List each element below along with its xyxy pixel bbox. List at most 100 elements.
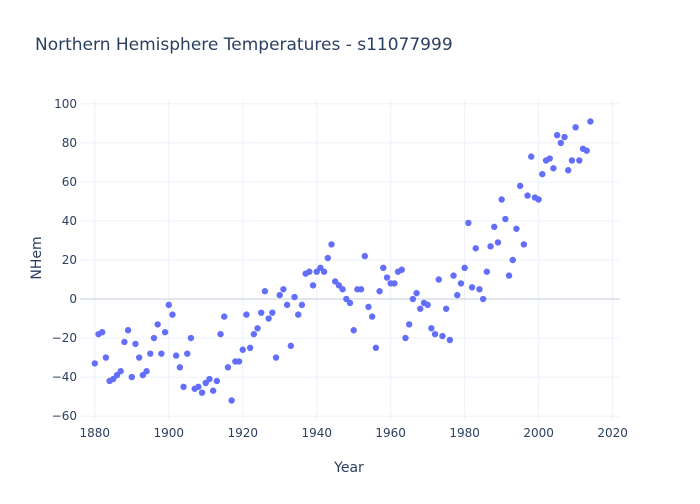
data-point[interactable] <box>502 215 509 223</box>
data-point[interactable] <box>280 286 287 293</box>
data-point[interactable] <box>124 327 132 334</box>
data-point[interactable] <box>272 354 280 361</box>
data-point[interactable] <box>587 118 594 125</box>
data-point[interactable] <box>424 301 431 309</box>
data-point[interactable] <box>550 165 557 172</box>
data-point[interactable] <box>391 280 398 287</box>
data-point[interactable] <box>102 354 110 361</box>
data-point[interactable] <box>269 309 276 316</box>
data-point[interactable] <box>409 295 417 303</box>
data-point[interactable] <box>357 286 365 293</box>
data-point[interactable] <box>172 352 180 359</box>
data-point[interactable] <box>246 344 254 352</box>
data-point[interactable] <box>368 313 376 320</box>
data-point[interactable] <box>258 309 265 316</box>
data-point[interactable] <box>457 280 465 287</box>
data-point[interactable] <box>483 268 491 275</box>
data-point[interactable] <box>309 282 317 289</box>
data-point[interactable] <box>539 170 546 178</box>
data-point[interactable] <box>147 350 154 357</box>
data-point[interactable] <box>276 291 283 299</box>
data-point[interactable] <box>324 254 332 262</box>
data-point[interactable] <box>380 264 387 272</box>
data-point[interactable] <box>479 295 487 303</box>
data-point[interactable] <box>346 299 354 307</box>
data-point[interactable] <box>161 328 169 336</box>
data-point[interactable] <box>224 364 232 371</box>
data-point[interactable] <box>165 301 172 309</box>
data-point[interactable] <box>298 301 306 309</box>
data-point[interactable] <box>465 219 472 227</box>
data-point[interactable] <box>398 266 405 273</box>
data-point[interactable] <box>198 389 206 396</box>
data-point[interactable] <box>565 167 572 174</box>
data-point[interactable] <box>417 305 424 312</box>
data-point[interactable] <box>213 377 221 385</box>
data-point[interactable] <box>254 325 261 332</box>
data-point[interactable] <box>431 330 439 338</box>
data-point[interactable] <box>505 272 513 279</box>
data-point[interactable] <box>228 397 235 404</box>
data-point[interactable] <box>184 350 191 357</box>
data-point[interactable] <box>494 239 502 246</box>
data-point[interactable] <box>516 182 524 190</box>
data-point[interactable] <box>520 241 528 248</box>
data-point[interactable] <box>320 268 328 275</box>
data-point[interactable] <box>402 334 409 342</box>
data-point[interactable] <box>217 330 224 338</box>
data-point[interactable] <box>128 373 135 381</box>
data-point[interactable] <box>158 350 165 357</box>
data-point[interactable] <box>454 291 461 299</box>
data-point[interactable] <box>498 196 505 203</box>
data-point[interactable] <box>180 383 187 391</box>
data-point[interactable] <box>143 368 150 375</box>
data-point[interactable] <box>442 305 450 312</box>
data-point[interactable] <box>187 334 195 342</box>
data-point[interactable] <box>135 354 143 361</box>
data-point[interactable] <box>372 344 380 352</box>
data-point[interactable] <box>435 276 442 283</box>
data-point[interactable] <box>583 147 590 154</box>
data-point[interactable] <box>450 272 457 279</box>
data-point[interactable] <box>524 192 531 199</box>
data-point[interactable] <box>576 157 583 164</box>
data-point[interactable] <box>361 252 368 260</box>
data-point[interactable] <box>339 286 346 293</box>
data-point[interactable] <box>350 327 357 334</box>
data-point[interactable] <box>206 375 213 383</box>
data-point[interactable] <box>535 196 542 203</box>
data-point[interactable] <box>328 241 335 248</box>
data-point[interactable] <box>376 288 383 295</box>
data-point[interactable] <box>98 328 106 336</box>
data-point[interactable] <box>283 301 291 309</box>
data-point[interactable] <box>428 325 435 332</box>
data-point[interactable] <box>287 342 295 350</box>
data-point[interactable] <box>295 311 302 318</box>
data-point[interactable] <box>306 268 313 275</box>
data-point[interactable] <box>176 364 184 371</box>
data-point[interactable] <box>243 311 250 318</box>
data-point[interactable] <box>513 225 520 232</box>
data-point[interactable] <box>553 131 561 139</box>
data-point[interactable] <box>561 133 568 141</box>
data-point[interactable] <box>405 321 413 328</box>
data-point[interactable] <box>91 360 98 367</box>
data-point[interactable] <box>557 139 565 147</box>
data-point[interactable] <box>132 340 139 348</box>
data-point[interactable] <box>121 338 128 346</box>
data-point[interactable] <box>476 286 483 293</box>
data-point[interactable] <box>446 336 454 344</box>
data-point[interactable] <box>261 288 269 295</box>
data-point[interactable] <box>265 315 272 322</box>
data-point[interactable] <box>195 383 202 391</box>
data-point[interactable] <box>239 346 246 353</box>
data-point[interactable] <box>461 264 468 272</box>
data-point[interactable] <box>468 284 476 291</box>
data-point[interactable] <box>472 245 479 252</box>
data-point[interactable] <box>439 332 446 340</box>
data-point[interactable] <box>221 313 228 320</box>
data-point[interactable] <box>365 303 372 311</box>
data-point[interactable] <box>250 330 258 338</box>
data-point[interactable] <box>150 334 158 342</box>
data-point[interactable] <box>291 293 298 301</box>
